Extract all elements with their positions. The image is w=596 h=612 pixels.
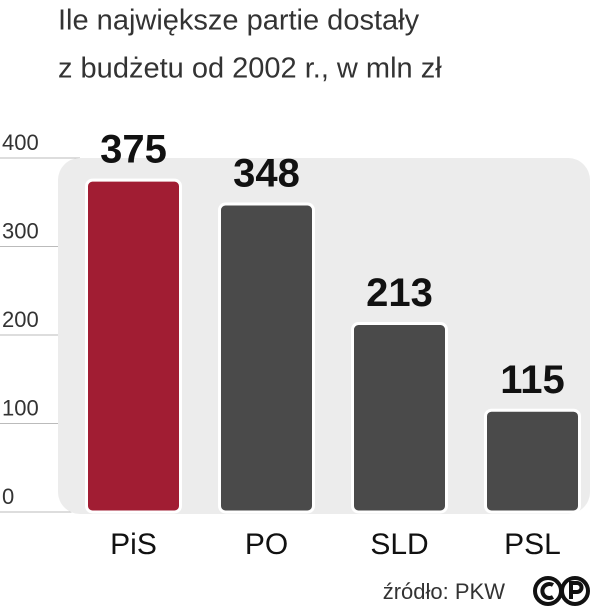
y-tick-label: 300 [2,218,39,243]
x-tick-label: SLD [370,528,428,561]
y-tick-label: 200 [2,307,39,332]
x-tick-label: PiS [110,528,157,561]
marks: 375 PiS 348 PO 213 SLD 115 PSL [85,128,581,561]
y-tick-label: 100 [2,395,39,420]
x-tick-label: PSL [504,528,561,561]
x-tick-label: PO [245,528,288,561]
bar [484,408,581,514]
grid: 0 100 200 300 400 [0,130,80,513]
y-tick-label: 400 [2,130,39,155]
plot-background [58,158,590,514]
value-label: 115 [500,358,565,402]
chart-title: Ile największe partie dostały [58,5,420,37]
source: źródło: PKW [383,579,505,604]
bar [218,202,315,514]
bar [351,321,448,514]
value-label: 348 [233,152,300,196]
bar [85,178,182,514]
value-label: 213 [366,271,433,315]
chart-subtitle: z budżetu od 2002 r., w mln zł [58,53,442,85]
copyright-logo [533,576,590,606]
value-label: 375 [100,128,167,172]
y-tick-label: 0 [2,484,14,509]
